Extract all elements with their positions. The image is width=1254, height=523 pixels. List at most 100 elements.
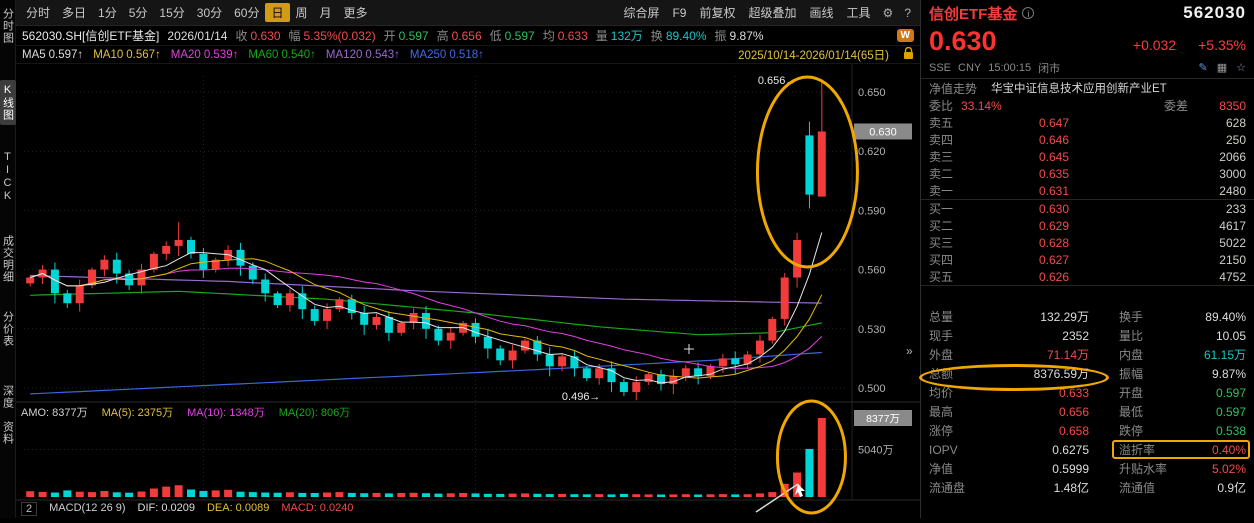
market-status-row: SSE CNY 15:00:15 闭市 ✎ ▦ ☆ — [921, 57, 1254, 78]
tab-trade-detail[interactable]: 成交明细 — [1, 235, 14, 283]
info-icon[interactable]: i — [1022, 7, 1035, 19]
period-tab-5min[interactable]: 5分 — [128, 6, 148, 20]
tab-profile[interactable]: 资料 — [1, 421, 14, 445]
left-tab-strip: 分时图 K线图 TICK 成交明细 分价表 深度 资料 — [0, 0, 16, 518]
tools-button[interactable]: 工具 — [846, 6, 871, 20]
stat-row-nav: 净值 0.5999 升贴水率 5.02% — [929, 461, 1246, 477]
stat-row-limit: 涨停 0.658 跌停 0.538 — [929, 423, 1246, 439]
wencai-icon[interactable]: W — [896, 29, 914, 42]
bid-row-4[interactable]: 买四 0.627 2150 — [929, 252, 1246, 268]
ma60-field: MA60 0.540↑ — [248, 48, 316, 61]
ask-levels: 卖五 0.647 628 卖四 0.646 250 卖三 0.645 2066 卖二 0.63… — [921, 114, 1254, 200]
exchange-label: SSE — [929, 61, 952, 74]
bid-row-3[interactable]: 买三 0.628 5022 — [929, 235, 1246, 251]
forward-adjust-button[interactable]: 前复权 — [699, 6, 736, 20]
spacer — [921, 286, 1254, 307]
period-tab-weekly[interactable]: 周 — [295, 6, 308, 20]
quote-panel: 信创ETF基金 i 562030 0.630 +0.032 +5.35% SSE… — [919, 0, 1254, 518]
period-tab-duori[interactable]: 多日 — [62, 6, 87, 20]
svg-text:0.620: 0.620 — [858, 146, 886, 158]
svg-text:0.496→: 0.496→ — [562, 391, 601, 403]
kline-chart-area: 0.650 0.620 0.590 0.560 0.530 0.500 5040万 0.630… — [16, 64, 920, 518]
volume-field: 量 132万 — [595, 29, 643, 43]
ask-row-5[interactable]: 卖五 0.647 628 — [929, 115, 1246, 131]
bid-row-2[interactable]: 买二 0.629 4617 — [929, 218, 1246, 234]
edit-icon[interactable]: ✎ — [1198, 62, 1208, 74]
ma20-field: MA20 0.539↑ — [170, 48, 239, 61]
weibi-label: 委比 — [929, 99, 954, 113]
period-tab-15min[interactable]: 15分 — [159, 6, 185, 20]
ask-row-4[interactable]: 卖四 0.646 250 — [929, 132, 1246, 148]
date-range-label: 2025/10/14-2026/01/14(65日) — [738, 49, 889, 62]
fund-name: 信创ETF基金 — [929, 5, 1018, 23]
toolbar-right-group: 综合屏 F9 前复权 超级叠加 画线 工具 ⚙ ? — [617, 3, 916, 22]
weicha-value: 8350 — [1219, 98, 1246, 113]
change-field: 幅 5.35%(0.032) — [288, 29, 376, 43]
tab-kline-chart[interactable]: K线图 — [0, 80, 16, 125]
period-tab-1min[interactable]: 1分 — [98, 6, 117, 20]
nav-chart-link[interactable]: 净值走势 — [929, 81, 978, 96]
ma120-field: MA120 0.543↑ — [325, 48, 400, 61]
high-field: 高 0.656 — [436, 29, 482, 43]
currency-label: CNY — [958, 61, 982, 74]
stat-row-iopv-premium: IOPV 0.6275 溢折率 0.40% — [921, 440, 1254, 459]
kline-chart[interactable]: 0.650 0.620 0.590 0.560 0.530 0.500 5040万 0.630… — [16, 64, 920, 518]
period-tab-monthly[interactable]: 月 — [319, 6, 332, 20]
f9-button[interactable]: F9 — [672, 5, 687, 20]
panel-expand-handle[interactable]: » — [906, 344, 913, 358]
draw-line-button[interactable]: 画线 — [809, 6, 834, 20]
stat-row-volume: 总量 132.29万 换手 89.40% — [919, 307, 1254, 391]
price-change: +0.032 — [1132, 37, 1177, 53]
super-overlay-button[interactable]: 超级叠加 — [748, 6, 797, 20]
low-field: 低 0.597 — [489, 29, 535, 43]
tab-price-table[interactable]: 分价表 — [1, 311, 14, 347]
price-change-pct: +5.35% — [1198, 37, 1246, 53]
fund-code: 562030 — [1183, 3, 1246, 22]
ask-row-2[interactable]: 卖二 0.635 3000 — [929, 166, 1246, 182]
ask-row-1[interactable]: 卖一 0.631 2480 — [929, 183, 1246, 199]
monitor-icon[interactable]: ▦ — [1216, 62, 1228, 74]
price-row: 0.630 +0.032 +5.35% — [921, 26, 1254, 57]
stat-row-current-hand: 现手 2352 量比 10.05 — [929, 328, 1246, 344]
help-icon[interactable]: ? — [904, 5, 911, 20]
fund-full-name: 华宝中证信息技术应用创新产业ET — [991, 83, 1167, 95]
chart-pane: 分时 多日 1分 5分 15分 30分 60分 日 周 月 更多 综合屏 F9 … — [16, 0, 920, 518]
lock-icon[interactable] — [903, 46, 914, 63]
favorite-star-icon[interactable]: ☆ — [1236, 62, 1246, 74]
tab-intraday-chart[interactable]: 分时图 — [1, 8, 14, 44]
tab-tick[interactable]: TICK — [1, 151, 14, 203]
ask-row-3[interactable]: 卖三 0.645 2066 — [929, 149, 1246, 165]
stat-row-high-low: 最高 0.656 最低 0.597 — [929, 404, 1246, 420]
weicha-label: 委差 — [1163, 99, 1188, 113]
composite-screen-button[interactable]: 综合屏 — [623, 6, 660, 20]
bid-row-5[interactable]: 买五 0.626 4752 — [929, 269, 1246, 285]
stat-row-avg-open: 均价 0.633 开盘 0.597 — [929, 385, 1246, 401]
svg-text:0.560: 0.560 — [858, 265, 886, 277]
symbol-name[interactable]: 562030.SH[信创ETF基金] — [22, 29, 160, 43]
ma5-field: MA5 0.597↑ — [22, 48, 84, 61]
period-tab-more[interactable]: 更多 — [343, 6, 368, 20]
bid-levels: 买一 0.630 233 买二 0.629 4617 买三 0.628 5022 买四 0.6… — [921, 200, 1254, 285]
gear-icon[interactable]: ⚙ — [882, 5, 894, 20]
period-tab-60min[interactable]: 60分 — [234, 6, 260, 20]
open-field: 开 0.597 — [383, 29, 429, 43]
quote-time: 15:00:15 — [988, 61, 1032, 74]
svg-text:0.650: 0.650 — [858, 87, 886, 99]
ma-indicator-bar: MA5 0.597↑ MA10 0.567↑ MA20 0.539↑ MA60 0.54… — [16, 46, 920, 64]
svg-text:8377万: 8377万 — [866, 413, 900, 425]
market-status: 闭市 — [1038, 62, 1061, 75]
weibi-value: 33.14% — [961, 98, 1002, 113]
last-price: 0.630 — [929, 26, 997, 56]
stat-row-turnover-amount: 总额 8376.59万 振幅 9.87% — [929, 366, 1246, 382]
period-tab-daily[interactable]: 日 — [265, 3, 290, 22]
period-tab-fenshi[interactable]: 分时 — [26, 6, 51, 20]
svg-text:5040万: 5040万 — [858, 444, 893, 456]
svg-text:0.630: 0.630 — [869, 126, 897, 138]
bid-row-1[interactable]: 买一 0.630 233 — [929, 201, 1246, 217]
divider — [921, 285, 1254, 286]
stat-row-float: 流通盘 1.48亿 流通值 0.9亿 — [929, 481, 1246, 495]
period-toolbar: 分时 多日 1分 5分 15分 30分 60分 日 周 月 更多 综合屏 F9 … — [16, 0, 920, 26]
period-tab-30min[interactable]: 30分 — [196, 6, 223, 20]
ma250-field: MA250 0.518↑ — [409, 48, 484, 61]
tab-depth[interactable]: 深度 — [1, 385, 14, 409]
